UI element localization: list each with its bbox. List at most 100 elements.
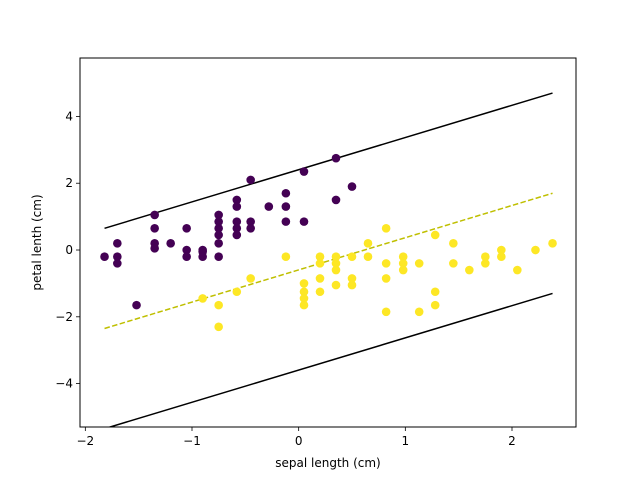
data-point-class-1 xyxy=(381,307,391,317)
x-axis-label: sepal length (cm) xyxy=(275,456,380,470)
data-point-class-0 xyxy=(150,210,159,220)
data-point-class-1 xyxy=(281,252,291,261)
data-point-class-1 xyxy=(347,274,357,283)
data-point-class-0 xyxy=(182,252,191,261)
data-point-class-0 xyxy=(214,252,223,261)
data-point-class-0 xyxy=(214,210,223,220)
data-point-class-0 xyxy=(100,252,109,261)
data-point-class-1 xyxy=(449,259,458,268)
data-point-class-0 xyxy=(232,217,242,226)
data-point-class-0 xyxy=(246,224,255,233)
data-point-class-1 xyxy=(414,259,424,268)
data-point-class-1 xyxy=(548,239,557,248)
data-point-class-0 xyxy=(198,252,207,261)
data-point-class-0 xyxy=(232,230,242,240)
data-point-class-1 xyxy=(331,259,341,268)
data-point-class-1 xyxy=(198,294,207,303)
data-point-class-1 xyxy=(315,259,325,268)
decision-boundary-line xyxy=(104,192,553,330)
data-point-class-0 xyxy=(299,217,309,226)
data-point-class-0 xyxy=(281,188,291,198)
data-point-class-0 xyxy=(132,300,141,310)
x-tick-label: 0 xyxy=(295,434,303,448)
data-point-class-1 xyxy=(481,252,490,261)
data-point-class-1 xyxy=(497,245,506,255)
data-point-class-0 xyxy=(347,182,357,191)
data-point-class-1 xyxy=(449,239,458,248)
data-point-class-0 xyxy=(214,239,223,248)
data-point-class-1 xyxy=(513,265,522,275)
data-point-class-1 xyxy=(347,280,357,290)
data-point-class-1 xyxy=(430,287,440,297)
y-axis: −4 −2 0 2 4 xyxy=(55,109,80,391)
data-point-class-1 xyxy=(381,224,391,233)
data-point-class-1 xyxy=(232,287,242,297)
data-point-class-0 xyxy=(113,259,122,268)
data-point-class-1 xyxy=(331,252,341,261)
data-point-class-1 xyxy=(481,259,490,268)
data-point-class-1 xyxy=(315,287,325,297)
data-point-class-1 xyxy=(315,252,325,261)
data-point-class-1 xyxy=(381,274,391,283)
data-point-class-1 xyxy=(299,300,309,310)
data-point-class-1 xyxy=(531,245,540,255)
data-point-class-0 xyxy=(113,252,122,261)
data-point-class-0 xyxy=(113,239,122,248)
data-point-class-0 xyxy=(150,244,159,253)
data-point-class-0 xyxy=(182,224,191,233)
data-point-class-1 xyxy=(246,274,255,283)
data-point-class-0 xyxy=(214,217,223,226)
x-tick-label: −1 xyxy=(183,434,201,448)
data-point-class-1 xyxy=(430,230,440,240)
data-point-class-1 xyxy=(299,287,309,297)
y-tick-label: 2 xyxy=(65,176,73,190)
data-point-class-0 xyxy=(281,202,291,211)
data-point-class-1 xyxy=(398,259,408,268)
data-point-class-1 xyxy=(315,274,325,283)
data-point-class-1 xyxy=(331,280,341,290)
data-point-class-1 xyxy=(465,265,474,275)
data-point-class-1 xyxy=(363,239,373,248)
data-point-class-0 xyxy=(214,224,223,233)
data-point-class-1 xyxy=(430,300,440,310)
data-point-class-0 xyxy=(246,175,255,185)
data-point-class-1 xyxy=(299,294,309,303)
data-point-class-0 xyxy=(299,167,309,176)
y-tick-label: 0 xyxy=(65,243,73,257)
data-point-class-0 xyxy=(331,195,341,205)
data-point-class-0 xyxy=(232,202,242,211)
data-point-class-0 xyxy=(232,195,242,205)
data-point-class-0 xyxy=(214,230,223,240)
y-tick-label: 4 xyxy=(65,109,73,123)
upper-margin-line xyxy=(104,92,553,230)
axes-frame xyxy=(79,57,577,428)
data-point-class-0 xyxy=(331,153,341,163)
data-point-class-1 xyxy=(347,252,357,261)
data-point-class-0 xyxy=(281,217,291,226)
lower-margin-line xyxy=(107,292,553,427)
data-point-class-1 xyxy=(381,259,391,268)
data-point-class-0 xyxy=(182,245,191,255)
data-point-class-0 xyxy=(264,202,274,211)
data-point-class-1 xyxy=(363,252,373,261)
data-point-class-0 xyxy=(246,217,255,226)
x-tick-label: −2 xyxy=(76,434,94,448)
x-tick-label: 1 xyxy=(402,434,410,448)
x-tick-label: 2 xyxy=(508,434,516,448)
data-point-class-1 xyxy=(398,265,408,275)
data-point-class-1 xyxy=(331,265,341,275)
y-axis-label: petal lenth (cm) xyxy=(30,194,44,290)
y-tick-label: −4 xyxy=(55,377,73,391)
data-point-class-1 xyxy=(214,300,223,310)
data-point-class-1 xyxy=(497,252,506,261)
data-point-class-1 xyxy=(299,279,309,288)
plot-area xyxy=(100,92,557,427)
x-axis: −2 −1 0 1 2 xyxy=(76,427,516,448)
data-point-class-0 xyxy=(150,224,159,233)
data-point-class-1 xyxy=(398,252,408,261)
data-point-class-0 xyxy=(166,239,175,248)
data-point-class-1 xyxy=(214,322,223,332)
y-tick-label: −2 xyxy=(55,310,73,324)
